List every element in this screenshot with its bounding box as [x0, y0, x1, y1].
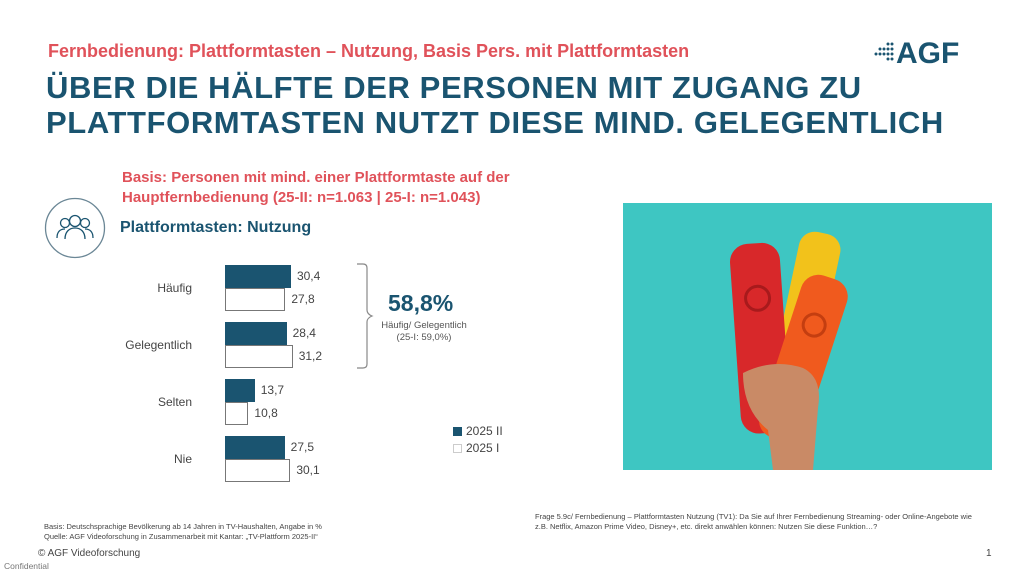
bar-2025-ii	[225, 379, 255, 402]
logo-text: AGF	[896, 37, 959, 66]
data-label: 28,4	[292, 326, 316, 340]
slide-kicker: Fernbedienung: Plattformtasten – Nutzung…	[48, 41, 690, 61]
title-line-2: PLATTFORMTASTEN NUTZT DIESE MIND. GELEGE…	[46, 105, 944, 140]
footer-basis: Basis: Deutschsprachige Bevölkerung ab 1…	[44, 522, 322, 531]
legend-label-2025-ii: 2025 II	[466, 424, 503, 438]
people-group-icon	[44, 197, 106, 259]
data-label: 13,7	[260, 383, 285, 397]
bar-2025-i	[225, 288, 286, 311]
copyright: © AGF Videoforschung	[38, 548, 141, 559]
remote-controls-photo	[623, 203, 992, 470]
bar-2025-i	[225, 402, 249, 425]
legend-swatch-2025-ii	[453, 427, 462, 436]
slide-title: ÜBER DIE HÄLFTE DER PERSONEN MIT ZUGANG …	[46, 70, 944, 140]
combined-share-previous: (25-I: 59,0%)	[396, 332, 452, 343]
data-label: 10,8	[254, 406, 278, 420]
basis-note: Basis: Personen mit mind. einer Plattfor…	[122, 168, 510, 208]
combined-share-value: 58,8%	[388, 290, 454, 316]
bar-2025-i	[225, 459, 291, 482]
data-label: 27,5	[290, 440, 315, 454]
title-line-1: ÜBER DIE HÄLFTE DER PERSONEN MIT ZUGANG …	[46, 70, 862, 105]
confidential-label: Confidential	[4, 561, 49, 571]
category-label: Selten	[157, 395, 192, 409]
data-label: 30,1	[296, 463, 320, 477]
data-label: 30,4	[296, 269, 321, 283]
data-label: 27,8	[291, 292, 315, 306]
footer-source: Quelle: AGF Videoforschung in Zusammenar…	[44, 532, 318, 541]
footer-question: Frage 5.9c/ Fernbedienung – Plattformtas…	[535, 512, 972, 531]
data-label: 31,2	[298, 349, 323, 363]
basis-line-2: Hauptfernbedienung (25-II: n=1.063 | 25-…	[122, 189, 481, 206]
combined-share-label: Häufig/ Gelegentlich	[381, 320, 467, 331]
bar-2025-i	[225, 345, 293, 368]
basis-line-1: Basis: Personen mit mind. einer Plattfor…	[122, 169, 510, 186]
agf-logo: AGF	[872, 36, 982, 70]
legend-label-2025-i: 2025 I	[466, 441, 500, 455]
page-number: 1	[986, 548, 992, 559]
chart-title: Plattformtasten: Nutzung	[120, 219, 312, 236]
category-label: Nie	[173, 452, 192, 466]
bar-2025-ii	[225, 436, 285, 459]
bar-2025-ii	[225, 265, 291, 288]
bar-2025-ii	[225, 322, 287, 345]
bar-chart: Häufig 30,4 27,8 Gelegentlich 28,4 31,2 Selten…	[0, 0, 322, 482]
category-label: Häufig	[157, 281, 192, 295]
legend-swatch-2025-i	[453, 444, 462, 453]
category-label: Gelegentlich	[125, 338, 192, 352]
bracket	[357, 263, 374, 369]
